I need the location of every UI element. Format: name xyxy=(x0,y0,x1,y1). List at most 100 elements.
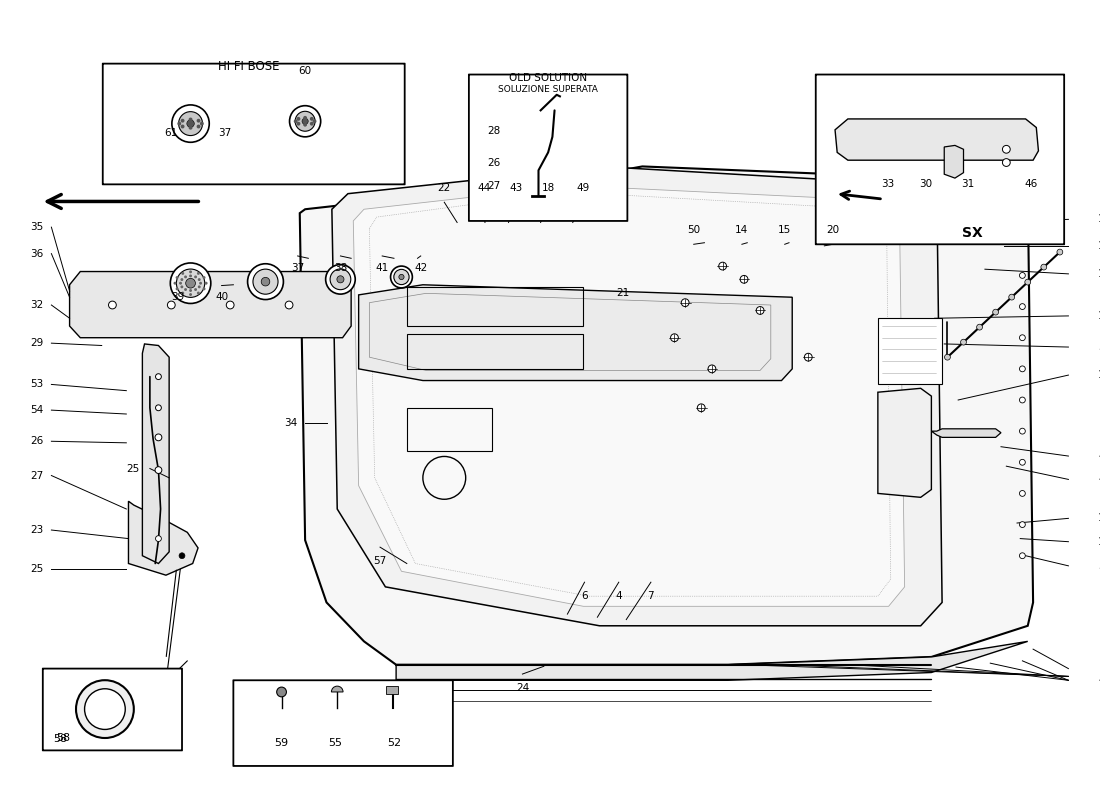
Text: SOLUZIONE SUPERATA: SOLUZIONE SUPERATA xyxy=(498,85,598,94)
Circle shape xyxy=(205,282,208,285)
Circle shape xyxy=(180,278,184,281)
Text: 61: 61 xyxy=(165,128,178,138)
Circle shape xyxy=(740,275,748,283)
Text: 21: 21 xyxy=(616,287,629,298)
Circle shape xyxy=(202,276,206,279)
Circle shape xyxy=(1020,522,1025,527)
Text: 16: 16 xyxy=(1098,537,1100,546)
Text: 48: 48 xyxy=(1098,474,1100,485)
Circle shape xyxy=(189,289,192,292)
Circle shape xyxy=(330,269,351,290)
Text: 39: 39 xyxy=(172,292,185,302)
Circle shape xyxy=(176,287,178,290)
Text: 35: 35 xyxy=(30,222,43,232)
Circle shape xyxy=(179,553,185,558)
FancyBboxPatch shape xyxy=(386,686,398,694)
Text: 53: 53 xyxy=(30,379,43,390)
Circle shape xyxy=(1025,279,1031,285)
Circle shape xyxy=(180,286,184,288)
Text: 57: 57 xyxy=(373,556,387,566)
FancyBboxPatch shape xyxy=(469,74,627,221)
Text: 26: 26 xyxy=(30,436,43,446)
Text: a passion for innovation: a passion for innovation xyxy=(450,454,718,474)
Text: SX: SX xyxy=(961,226,982,240)
Circle shape xyxy=(294,119,298,123)
Circle shape xyxy=(180,125,185,129)
Circle shape xyxy=(182,272,184,275)
Circle shape xyxy=(312,119,317,123)
Text: 37: 37 xyxy=(292,262,305,273)
Text: 47: 47 xyxy=(1098,675,1100,686)
Circle shape xyxy=(155,536,162,542)
Circle shape xyxy=(155,405,162,410)
Circle shape xyxy=(304,122,307,126)
Text: 45: 45 xyxy=(1098,451,1100,461)
Circle shape xyxy=(186,278,196,288)
Circle shape xyxy=(390,266,412,288)
Circle shape xyxy=(1020,334,1025,341)
Circle shape xyxy=(194,288,197,291)
Circle shape xyxy=(960,339,967,345)
Circle shape xyxy=(184,288,187,291)
Circle shape xyxy=(1002,146,1010,153)
Circle shape xyxy=(178,112,202,135)
Circle shape xyxy=(198,286,200,288)
Polygon shape xyxy=(944,146,964,178)
Text: 18: 18 xyxy=(541,183,554,194)
Circle shape xyxy=(1020,273,1025,278)
Polygon shape xyxy=(396,642,1027,680)
Circle shape xyxy=(310,117,314,121)
FancyBboxPatch shape xyxy=(233,680,453,766)
Text: 59: 59 xyxy=(275,738,288,747)
Circle shape xyxy=(188,126,192,130)
Polygon shape xyxy=(332,166,942,626)
Text: 54: 54 xyxy=(30,405,43,415)
Text: 22: 22 xyxy=(438,183,451,194)
Text: 12: 12 xyxy=(1098,214,1100,224)
Circle shape xyxy=(295,111,315,131)
Circle shape xyxy=(85,689,125,730)
Text: 58: 58 xyxy=(56,733,70,743)
Text: 14: 14 xyxy=(735,226,748,235)
Polygon shape xyxy=(835,119,1038,160)
Circle shape xyxy=(202,287,206,290)
Circle shape xyxy=(681,298,689,306)
Text: HI FI BOSE: HI FI BOSE xyxy=(218,60,279,74)
Circle shape xyxy=(197,291,200,294)
Circle shape xyxy=(804,354,812,361)
Text: 19: 19 xyxy=(1098,370,1100,380)
Circle shape xyxy=(170,263,211,303)
Circle shape xyxy=(253,269,278,294)
Text: 10: 10 xyxy=(1098,241,1100,251)
FancyBboxPatch shape xyxy=(43,669,182,750)
Circle shape xyxy=(197,125,200,129)
Circle shape xyxy=(200,122,204,126)
FancyBboxPatch shape xyxy=(878,318,942,385)
Circle shape xyxy=(310,122,314,126)
Polygon shape xyxy=(353,186,904,606)
Circle shape xyxy=(199,282,202,285)
Circle shape xyxy=(326,265,355,294)
Circle shape xyxy=(1020,397,1025,403)
Circle shape xyxy=(297,122,300,126)
Text: 25: 25 xyxy=(126,463,140,474)
Circle shape xyxy=(671,334,679,342)
Circle shape xyxy=(1020,366,1025,372)
Circle shape xyxy=(1009,294,1014,300)
Circle shape xyxy=(176,276,178,279)
Circle shape xyxy=(394,270,409,285)
Circle shape xyxy=(977,324,982,330)
Text: 37: 37 xyxy=(218,128,231,138)
Circle shape xyxy=(176,269,205,298)
Circle shape xyxy=(1002,158,1010,166)
Circle shape xyxy=(188,118,192,122)
Circle shape xyxy=(1020,490,1025,496)
Circle shape xyxy=(289,106,321,137)
Circle shape xyxy=(76,680,134,738)
Circle shape xyxy=(197,272,200,275)
Circle shape xyxy=(198,278,200,281)
Text: 24: 24 xyxy=(516,683,529,693)
Polygon shape xyxy=(300,166,1033,665)
Circle shape xyxy=(261,278,270,286)
Text: 26: 26 xyxy=(487,158,500,167)
